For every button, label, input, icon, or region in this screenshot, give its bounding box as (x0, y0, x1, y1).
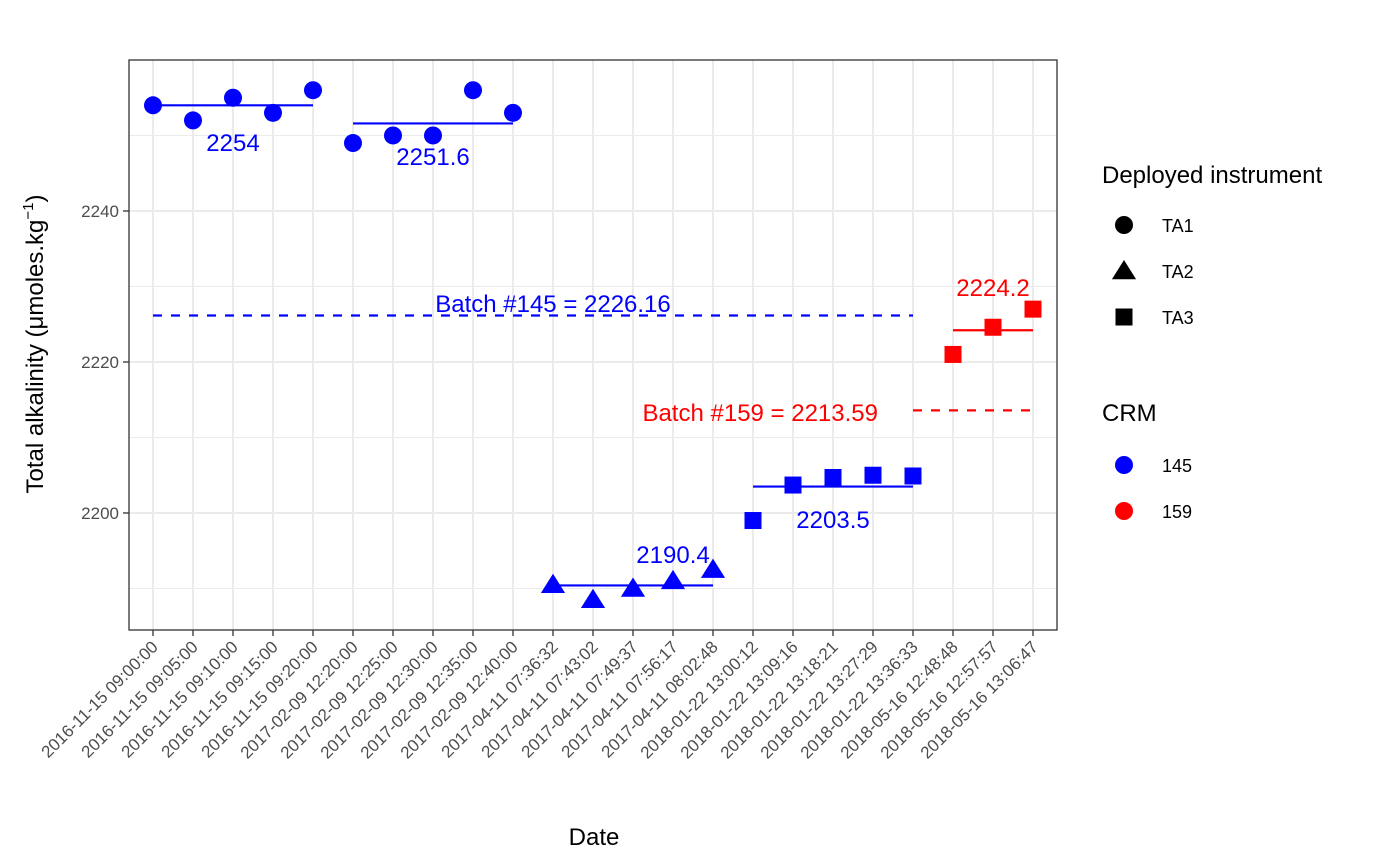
legend-shape-title: Deployed instrument (1102, 162, 1322, 189)
legend-shape-marker (1111, 260, 1137, 280)
annotations: 2254 2251.6 2190.4 2203.5 2224.2 Batch #145 =… (206, 130, 1029, 569)
data-point (144, 96, 162, 115)
legend-color-title: CRM (1102, 400, 1157, 427)
group-mean-label: 2251.6 (396, 144, 469, 171)
data-point (504, 103, 522, 122)
y-tick-label: 2200 (81, 504, 119, 523)
legend-color-items: 145 159 (1115, 456, 1192, 522)
group-mean-label: 2224.2 (956, 275, 1029, 302)
legend-color-marker (1115, 456, 1133, 474)
legend-color-label: 159 (1162, 502, 1192, 522)
data-point (304, 81, 322, 100)
data-point (864, 466, 882, 484)
legend-color-marker (1115, 502, 1133, 520)
group-mean-label: 2254 (206, 130, 259, 157)
y-tick-label: 2240 (81, 202, 119, 221)
y-axis-title-superscript: −1 (20, 202, 37, 219)
group-mean-label: 2203.5 (796, 507, 869, 534)
legend-shape-label: TA1 (1162, 216, 1194, 236)
data-point (264, 103, 282, 122)
y-axis-title: Total alkalinity (μmoles.kg−1) (20, 194, 49, 493)
data-point (384, 126, 402, 145)
legend-shape-label: TA2 (1162, 262, 1194, 282)
data-point (744, 512, 762, 530)
data-points (144, 81, 1042, 609)
data-point (904, 467, 922, 485)
data-point (540, 573, 566, 593)
x-axis-title: Date (569, 824, 620, 851)
y-axis-title-close: ) (22, 194, 49, 202)
legend-shape-marker (1115, 308, 1133, 326)
data-point (620, 577, 646, 597)
grid (129, 60, 1057, 630)
data-point (344, 134, 362, 153)
data-point (824, 468, 842, 486)
reference-lines (153, 314, 1033, 412)
data-point (944, 345, 962, 363)
legend-shape-label: TA3 (1162, 308, 1194, 328)
legend: Deployed instrument TA1 TA2 TA3 CRM 145 159 (1102, 162, 1322, 522)
reference-line-label: Batch #145 = 2226.16 (435, 291, 671, 318)
group-mean-label: 2190.4 (636, 542, 709, 569)
data-point (660, 569, 686, 590)
data-point (464, 81, 482, 100)
data-point (224, 88, 242, 107)
legend-color-label: 145 (1162, 456, 1192, 476)
data-point (784, 476, 802, 494)
y-axis-title-main: Total alkalinity (μmoles.kg (22, 220, 49, 494)
data-point (700, 558, 726, 578)
reference-line-label: Batch #159 = 2213.59 (642, 400, 878, 427)
data-point (424, 126, 442, 145)
legend-shape-items: TA1 TA2 TA3 (1111, 216, 1194, 328)
data-point (984, 318, 1002, 336)
legend-shape-marker (1115, 216, 1133, 234)
data-point (580, 588, 606, 609)
data-point (184, 111, 202, 130)
data-point (1024, 300, 1042, 318)
y-tick-label: 2220 (81, 353, 119, 372)
